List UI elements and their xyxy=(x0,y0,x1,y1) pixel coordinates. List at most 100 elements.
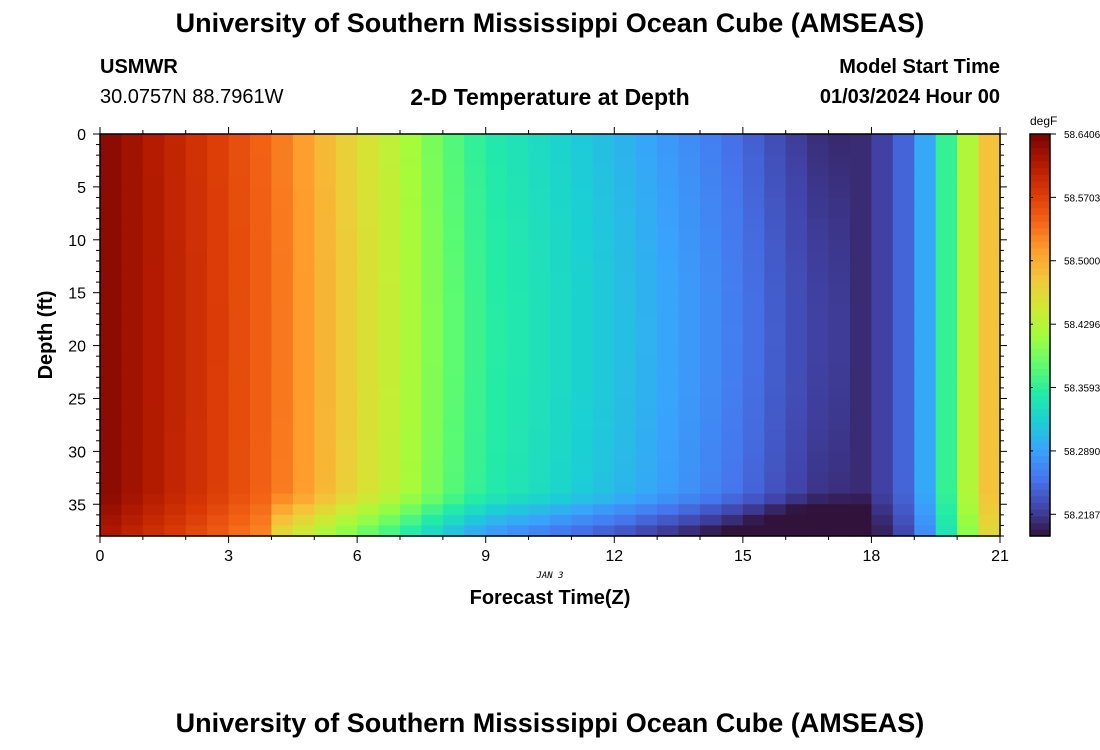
heatmap-cell xyxy=(292,229,315,241)
heatmap-cell xyxy=(721,229,744,241)
heatmap-cell xyxy=(592,260,615,273)
heatmap-cell xyxy=(100,208,123,220)
heatmap-cell xyxy=(592,165,615,177)
heatmap-cell xyxy=(464,409,487,421)
heatmap-cell xyxy=(207,398,230,410)
heatmap-cell xyxy=(914,155,937,167)
heatmap-cell xyxy=(678,451,701,463)
heatmap-cell xyxy=(700,387,723,400)
heatmap-cell xyxy=(442,493,465,505)
heatmap-cell xyxy=(550,239,573,251)
heatmap-cell xyxy=(421,292,444,304)
heatmap-cell xyxy=(100,461,123,474)
heatmap-cell xyxy=(400,208,423,220)
heatmap-cell xyxy=(228,324,251,336)
heatmap-cell xyxy=(250,419,273,431)
heatmap-cell xyxy=(100,144,123,156)
heatmap-cell xyxy=(335,229,358,241)
heatmap-cell xyxy=(250,155,273,167)
heatmap-cell xyxy=(228,493,251,505)
heatmap-cell xyxy=(742,229,765,241)
heatmap-cell xyxy=(207,387,230,400)
heatmap-cell xyxy=(871,419,894,431)
heatmap-cell xyxy=(978,144,1001,156)
heatmap-cell xyxy=(957,313,980,326)
heatmap-cell xyxy=(142,461,165,474)
heatmap-cell xyxy=(914,250,937,262)
heatmap-cell xyxy=(292,292,315,304)
heatmap-cell xyxy=(121,144,144,156)
heatmap-cell xyxy=(121,366,144,378)
heatmap-cell xyxy=(421,430,444,442)
heatmap-cell xyxy=(978,292,1001,304)
heatmap-cell xyxy=(807,398,830,410)
heatmap-cell xyxy=(914,419,937,431)
heatmap-cell xyxy=(485,250,508,262)
heatmap-cell xyxy=(550,271,573,283)
heatmap-cell xyxy=(957,324,980,336)
heatmap-cell xyxy=(378,419,401,431)
heatmap-cell xyxy=(142,176,165,188)
heatmap-cell xyxy=(164,176,187,188)
heatmap-cell xyxy=(185,197,208,209)
heatmap-cell xyxy=(100,387,123,400)
heatmap-cells xyxy=(100,134,1001,537)
heatmap-cell xyxy=(850,165,873,177)
colorbar-segment xyxy=(1030,455,1050,463)
heatmap-cell xyxy=(850,186,873,199)
heatmap-cell xyxy=(571,271,594,283)
heatmap-cell xyxy=(850,483,873,495)
heatmap-cell xyxy=(207,419,230,431)
heatmap-cell xyxy=(850,504,873,516)
heatmap-cell xyxy=(614,134,637,146)
heatmap-cell xyxy=(250,451,273,463)
heatmap-cell xyxy=(464,155,487,167)
heatmap-cell xyxy=(400,197,423,209)
heatmap-cell xyxy=(592,208,615,220)
heatmap-cell xyxy=(442,313,465,326)
heatmap-cell xyxy=(764,398,787,410)
heatmap-cell xyxy=(764,186,787,199)
heatmap-cell xyxy=(250,271,273,283)
heatmap-cell xyxy=(507,483,530,495)
heatmap-cell xyxy=(892,229,915,241)
heatmap-cell xyxy=(892,176,915,188)
heatmap-cell xyxy=(528,409,551,421)
heatmap-cell xyxy=(742,472,765,484)
heatmap-cell xyxy=(657,356,680,368)
heatmap-cell xyxy=(421,239,444,251)
heatmap-cell xyxy=(485,345,508,357)
colorbar-segment xyxy=(1030,247,1050,256)
heatmap-cell xyxy=(528,134,551,146)
heatmap-cell xyxy=(507,377,530,389)
heatmap-cell xyxy=(657,514,680,527)
heatmap-cell xyxy=(785,292,808,304)
heatmap-cell xyxy=(271,250,294,262)
heatmap-cell xyxy=(100,134,123,146)
heatmap-cell xyxy=(185,282,208,294)
heatmap-cell xyxy=(978,461,1001,474)
heatmap-cell xyxy=(700,366,723,378)
heatmap-cell xyxy=(400,324,423,336)
heatmap-cell xyxy=(657,292,680,304)
heatmap-cell xyxy=(100,483,123,495)
heatmap-cell xyxy=(742,440,765,452)
heatmap-cell xyxy=(100,493,123,505)
heatmap-cell xyxy=(464,514,487,527)
x-tick-label: 12 xyxy=(605,548,623,565)
heatmap-cell xyxy=(742,324,765,336)
heatmap-cell xyxy=(614,324,637,336)
heatmap-cell xyxy=(507,239,530,251)
heatmap-cell xyxy=(142,451,165,463)
heatmap-cell xyxy=(314,356,337,368)
heatmap-cell xyxy=(764,377,787,389)
heatmap-cell xyxy=(228,419,251,431)
heatmap-cell xyxy=(742,430,765,442)
heatmap-cell xyxy=(978,260,1001,273)
colorbar-segment xyxy=(1030,167,1050,175)
heatmap-cell xyxy=(571,345,594,357)
heatmap-cell xyxy=(378,197,401,209)
heatmap-cell xyxy=(764,282,787,294)
heatmap-cell xyxy=(528,282,551,294)
heatmap-cell xyxy=(957,176,980,188)
